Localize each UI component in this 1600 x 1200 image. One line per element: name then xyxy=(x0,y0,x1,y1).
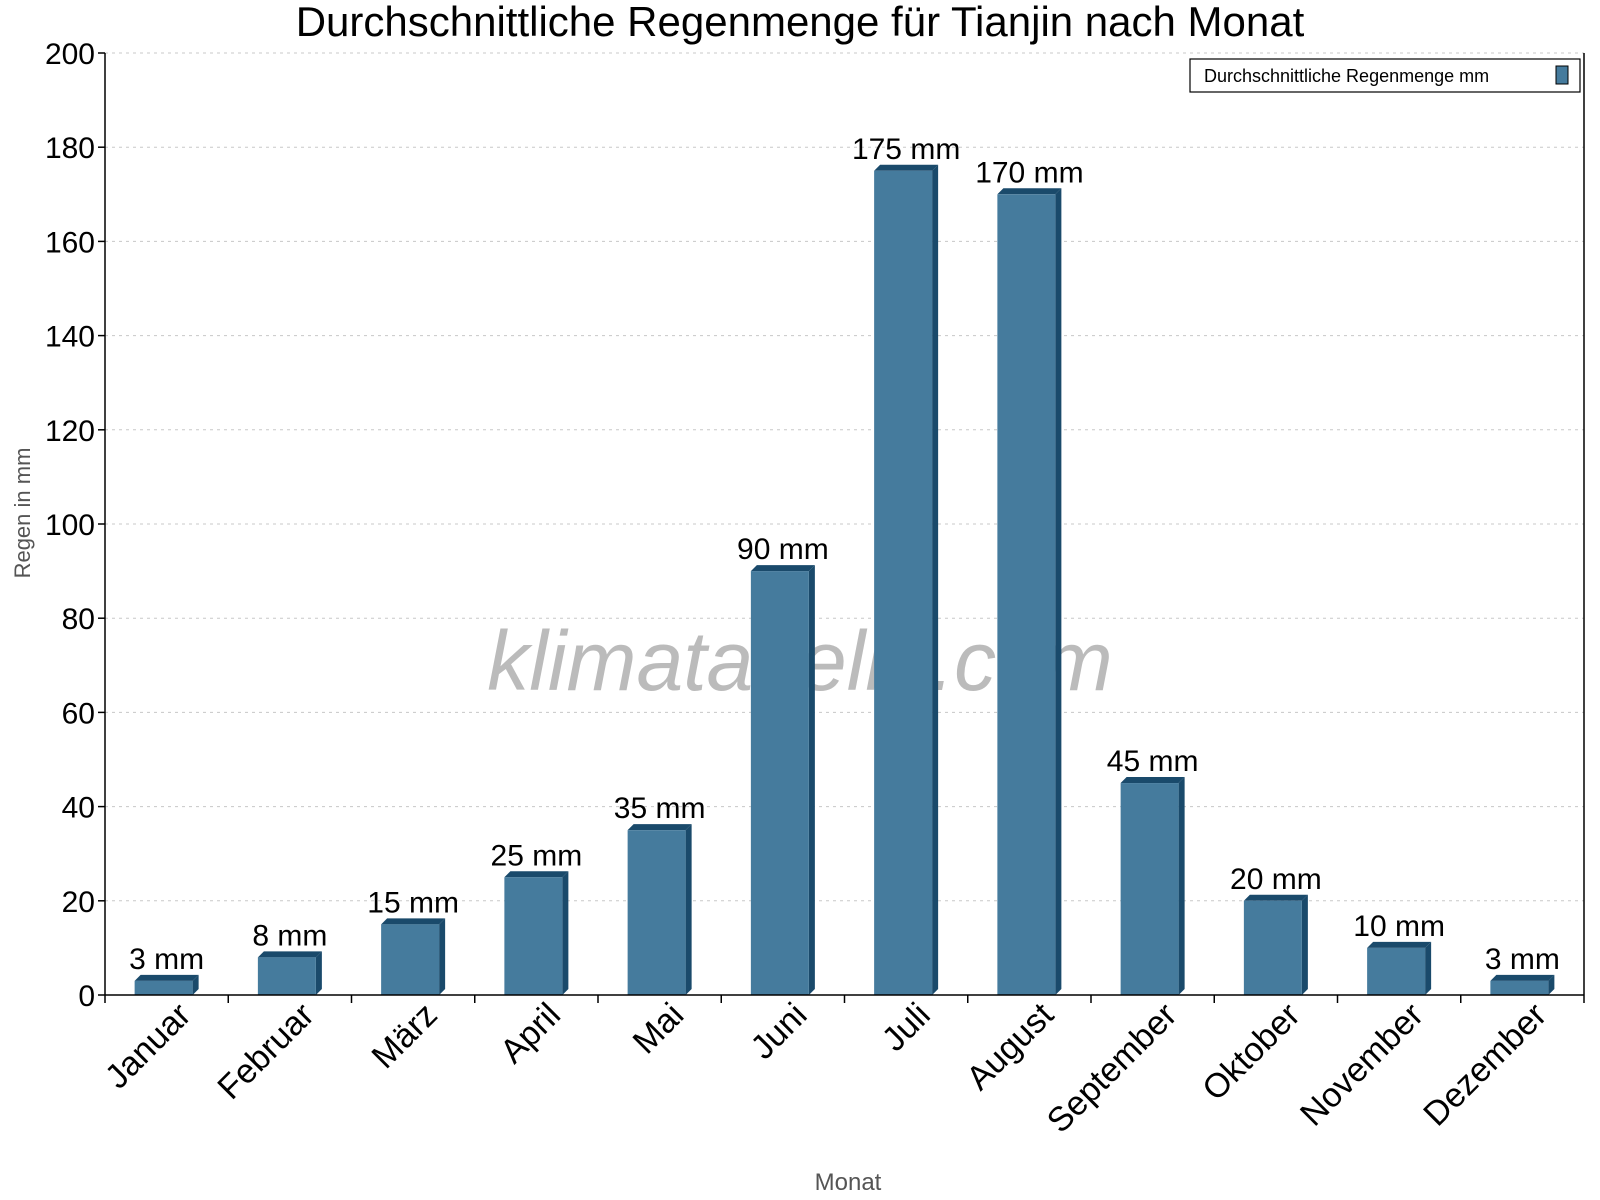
data-label: 175 mm xyxy=(852,133,960,166)
x-tick-label: November xyxy=(1293,996,1431,1134)
y-tick-label: 80 xyxy=(62,603,95,636)
bar-top xyxy=(257,951,322,958)
x-tick-label: Januar xyxy=(98,996,198,1096)
x-tick-label: Februar xyxy=(210,996,321,1107)
bar-group: 20 mm xyxy=(1230,863,1322,995)
data-label: 15 mm xyxy=(367,886,459,919)
x-tick-label: April xyxy=(493,996,568,1071)
bar-side xyxy=(1425,941,1432,995)
x-axis-label: Monat xyxy=(815,1169,882,1196)
bar-group: 8 mm xyxy=(252,919,327,995)
bar-side xyxy=(685,824,692,995)
bar-group: 45 mm xyxy=(1107,745,1199,995)
bar-top xyxy=(1490,974,1555,981)
bar-top xyxy=(750,565,815,572)
bar-side xyxy=(1301,894,1308,995)
bar-group: 25 mm xyxy=(491,839,583,995)
bar xyxy=(134,980,193,995)
bar xyxy=(627,830,686,995)
data-label: 20 mm xyxy=(1230,863,1322,896)
bar-side xyxy=(562,871,569,995)
y-tick-label: 0 xyxy=(78,980,95,1013)
bar-group: 3 mm xyxy=(129,943,204,995)
bar xyxy=(257,957,316,995)
bar-group: 35 mm xyxy=(614,792,706,995)
bar xyxy=(997,194,1056,996)
data-label: 3 mm xyxy=(1485,943,1560,976)
bar-top xyxy=(997,188,1062,195)
y-tick-label: 180 xyxy=(45,132,95,165)
y-tick-label: 40 xyxy=(62,792,95,825)
chart-title: Durchschnittliche Regenmenge für Tianjin… xyxy=(296,0,1305,45)
bar-side xyxy=(1548,974,1555,995)
bar-top xyxy=(504,871,569,878)
x-tick-label: August xyxy=(959,995,1061,1097)
bar-side xyxy=(439,918,446,995)
legend: Durchschnittliche Regenmenge mm xyxy=(1189,58,1581,93)
y-tick-label: 60 xyxy=(62,697,95,730)
bar xyxy=(1120,783,1179,995)
bar-group: 175 mm xyxy=(852,133,960,995)
bar-top xyxy=(1243,894,1308,901)
legend-label: Durchschnittliche Regenmenge mm xyxy=(1204,66,1489,86)
bar-side xyxy=(808,565,815,995)
bar-top xyxy=(1120,777,1185,784)
y-axis-label: Regen in mm xyxy=(10,448,35,579)
x-tick-label: September xyxy=(1040,996,1184,1140)
bar xyxy=(504,877,563,995)
data-label: 8 mm xyxy=(252,919,327,952)
data-label: 25 mm xyxy=(491,839,583,872)
bar xyxy=(1243,900,1302,995)
bar-side xyxy=(1178,777,1185,995)
x-tick-label: Juli xyxy=(875,996,938,1059)
data-label: 170 mm xyxy=(975,156,1083,189)
legend-swatch xyxy=(1555,65,1569,85)
bar xyxy=(1367,947,1426,995)
y-tick-label: 20 xyxy=(62,886,95,919)
bar-group: 90 mm xyxy=(737,533,829,995)
bar-group: 15 mm xyxy=(367,886,459,995)
bar-group: 3 mm xyxy=(1485,943,1560,995)
bar-top xyxy=(874,164,939,171)
x-tick-label: Juni xyxy=(744,996,815,1067)
data-label: 90 mm xyxy=(737,533,829,566)
bar xyxy=(381,924,440,995)
bar-side xyxy=(315,951,322,995)
y-tick-label: 160 xyxy=(45,226,95,259)
y-tick-label: 120 xyxy=(45,415,95,448)
data-label: 35 mm xyxy=(614,792,706,825)
data-label: 10 mm xyxy=(1353,910,1445,943)
y-tick-label: 100 xyxy=(45,509,95,542)
bar-top xyxy=(134,974,199,981)
x-tick-label: März xyxy=(364,996,444,1076)
bar-group: 170 mm xyxy=(975,156,1084,996)
bar-side xyxy=(932,164,939,995)
bar xyxy=(1490,980,1549,995)
bar-top xyxy=(381,918,446,925)
legend-box xyxy=(1189,58,1581,93)
y-tick-label: 140 xyxy=(45,321,95,354)
bar xyxy=(874,170,933,995)
x-tick-label: Mai xyxy=(626,996,692,1062)
bar-side xyxy=(1055,188,1062,996)
bar-side xyxy=(192,974,199,995)
data-label: 3 mm xyxy=(129,943,204,976)
y-tick-label: 200 xyxy=(45,38,95,71)
bar-top xyxy=(1367,941,1432,948)
bar-group: 10 mm xyxy=(1353,910,1445,995)
bar-top xyxy=(627,824,692,831)
x-tick-label: Oktober xyxy=(1195,996,1307,1108)
bar xyxy=(750,571,809,995)
data-label: 45 mm xyxy=(1107,745,1199,778)
x-tick-label: Dezember xyxy=(1416,996,1554,1134)
